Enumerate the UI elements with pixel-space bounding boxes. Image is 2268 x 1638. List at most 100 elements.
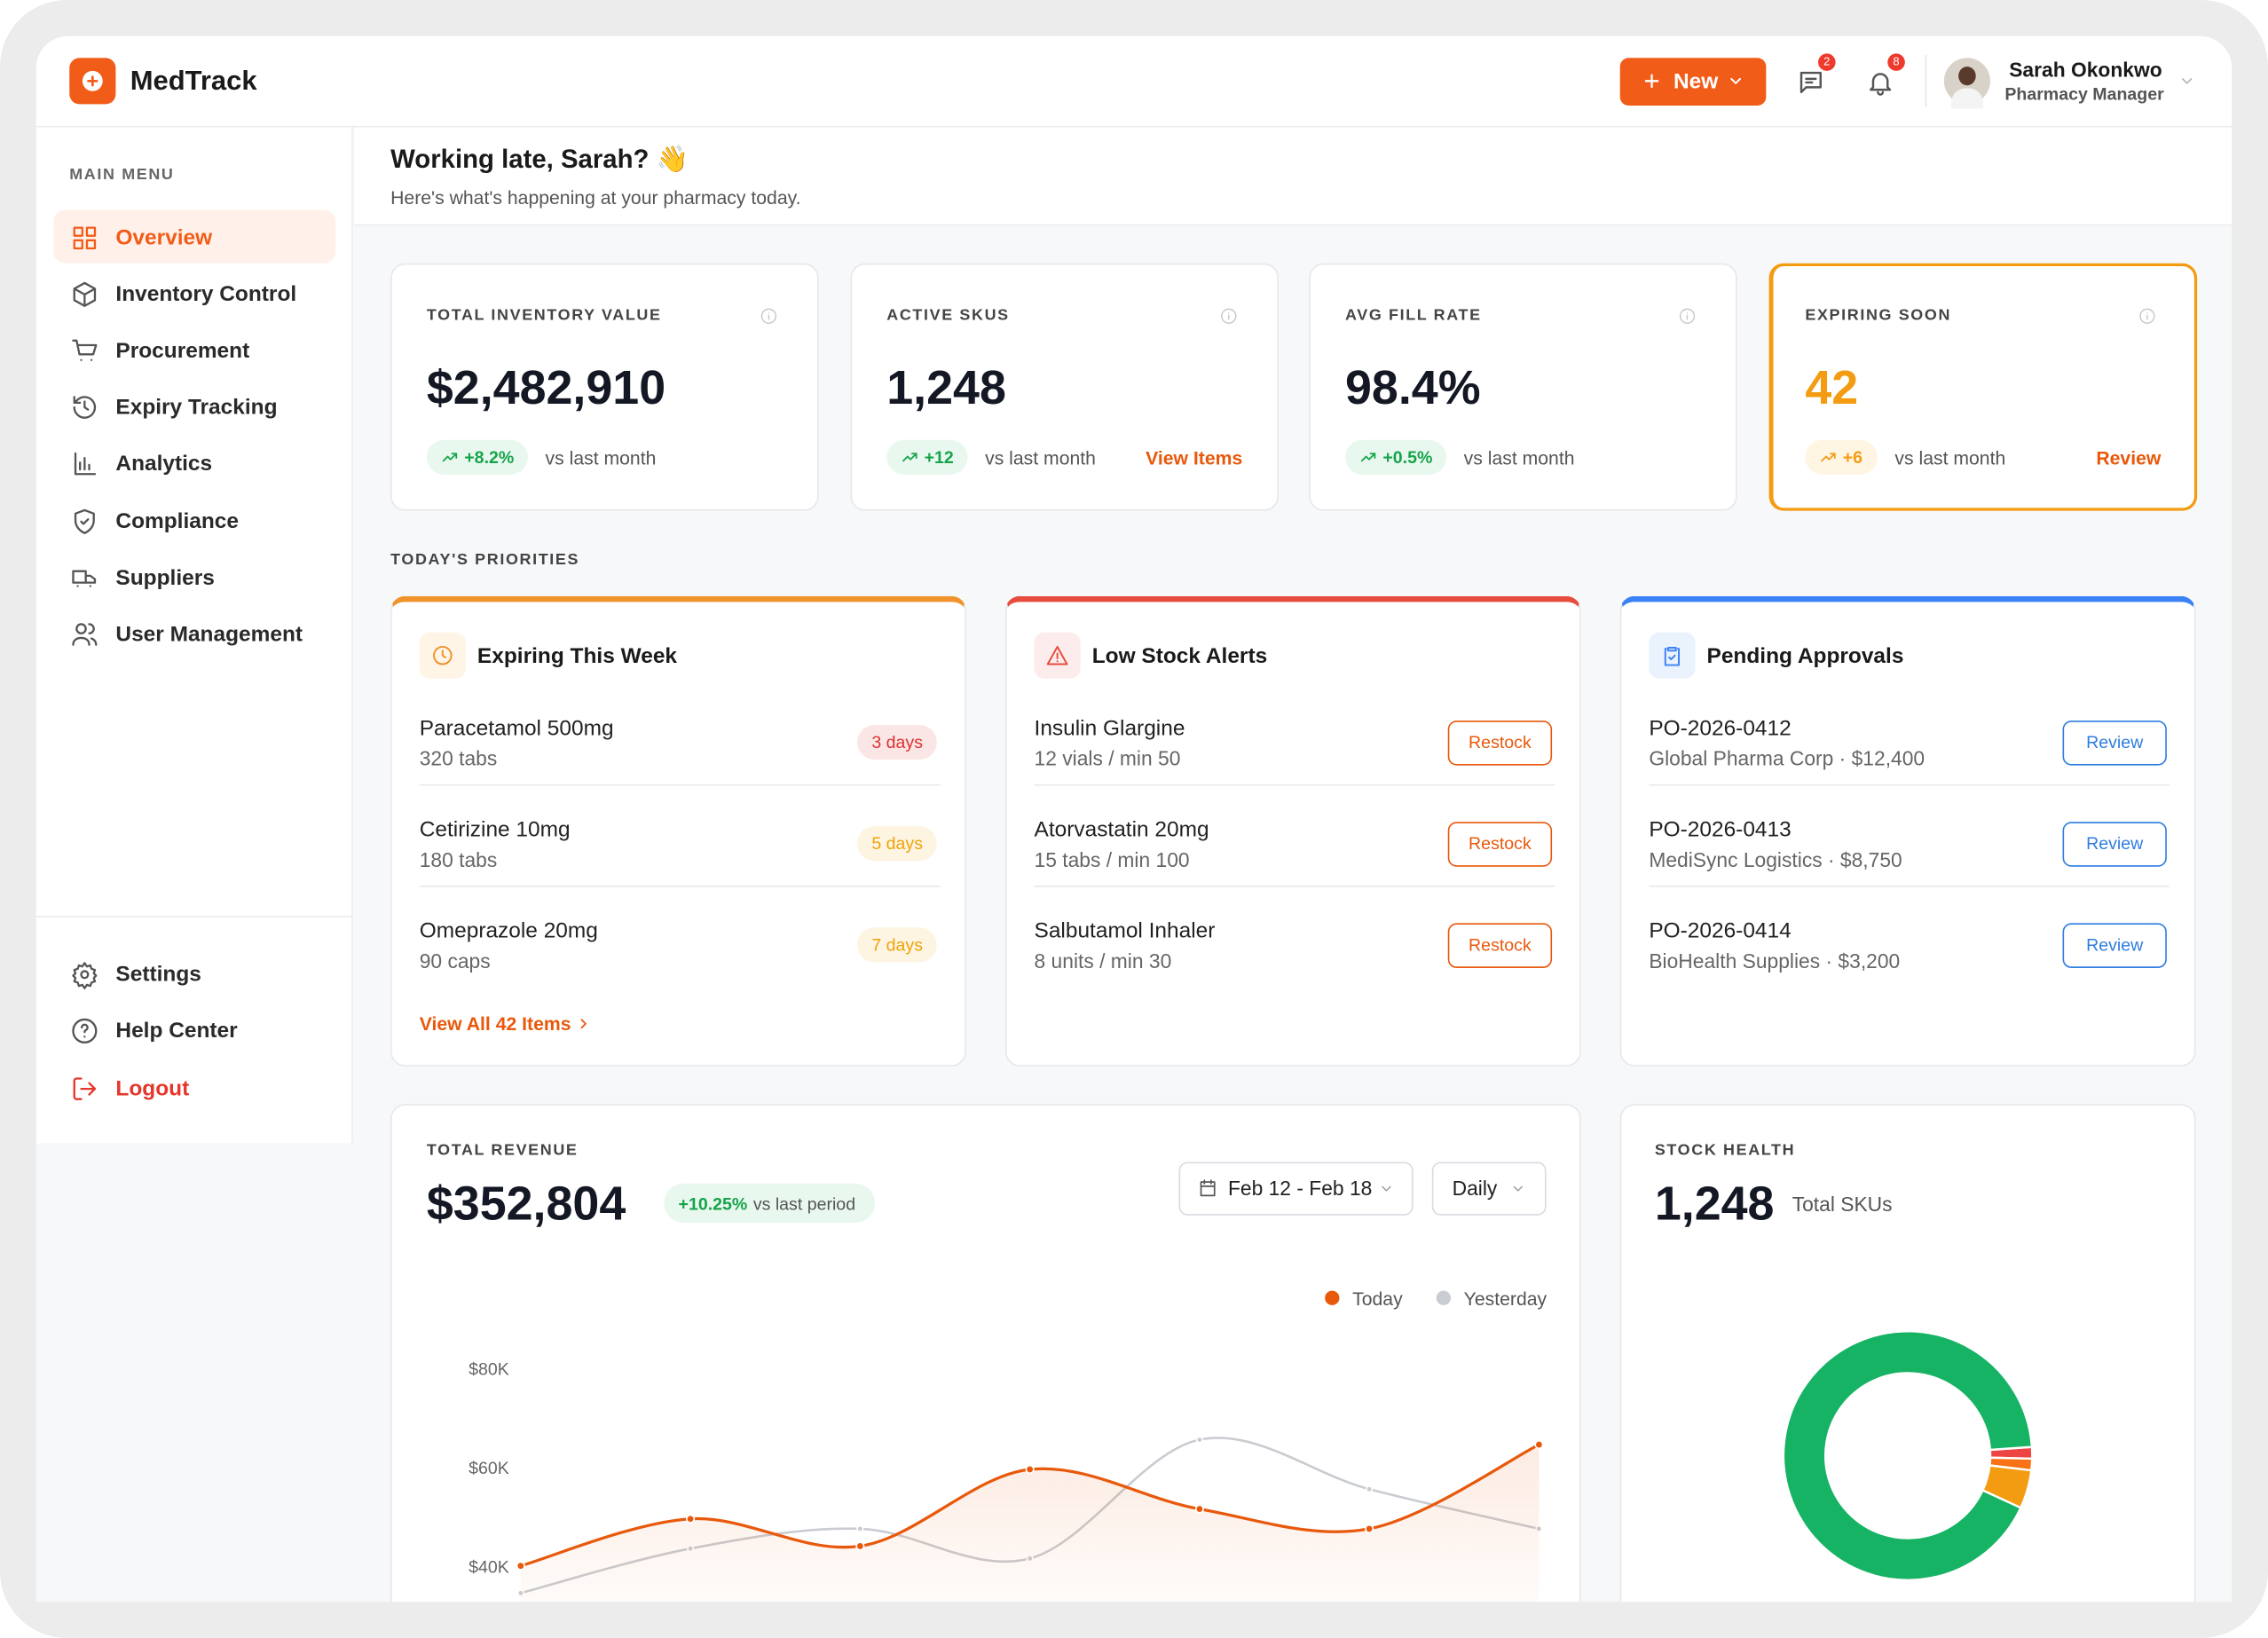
menu-icon-shape <box>71 1018 97 1043</box>
menu-item[interactable]: Compliance <box>115 508 240 533</box>
item-separator <box>419 784 941 786</box>
item-name: PO-2026-0413 <box>1649 816 1792 842</box>
item-separator <box>1034 885 1555 887</box>
sidebar <box>35 127 353 1144</box>
calendar-icon-shape <box>1200 1179 1216 1197</box>
active-item[interactable] <box>53 209 336 264</box>
card-footer-link[interactable]: View All 42 Items <box>419 1012 571 1035</box>
notifications-icon <box>1870 73 1892 96</box>
info-icon-shape <box>1679 307 1695 324</box>
kpi-card <box>1768 263 2198 511</box>
menu-item[interactable]: Suppliers <box>115 565 215 590</box>
interval-dropdown[interactable] <box>1431 1162 1547 1216</box>
messages-icon <box>1799 71 1822 94</box>
stock-value: 1,248 <box>1654 1175 1775 1230</box>
card-icon-shape <box>1664 647 1680 666</box>
kpi-value: 98.4% <box>1344 359 1481 413</box>
kpi-note: vs last month <box>1894 446 2006 469</box>
item-detail: MediSync Logistics · $8,750 <box>1649 847 1902 871</box>
menu-item[interactable]: Expiry Tracking <box>115 395 278 421</box>
item-separator <box>1649 885 2170 887</box>
kpi-value: 42 <box>1805 359 1859 413</box>
menu-icon-shape <box>72 225 96 249</box>
item-detail: 8 units / min 30 <box>1034 949 1172 973</box>
stock-note: Total SKUs <box>1792 1192 1893 1216</box>
item-action[interactable]: Review <box>2062 822 2167 867</box>
priorities-title: TODAY'S PRIORITIES <box>390 550 580 569</box>
menu-item[interactable]: Overview <box>115 224 213 250</box>
menu-icon <box>71 570 96 587</box>
interval: Daily <box>1452 1176 1498 1200</box>
item-action[interactable]: Restock <box>1447 822 1553 867</box>
kpi-label: TOTAL INVENTORY VALUE <box>426 305 662 324</box>
chevron <box>1512 1185 1523 1191</box>
menu-icon-shape <box>71 623 97 646</box>
menu-icon-shape <box>72 396 96 419</box>
item-name: Cetirizine 10mg <box>419 816 571 842</box>
menu-item[interactable]: Help Center <box>115 1019 238 1043</box>
kpi-value: 1,248 <box>886 359 1006 413</box>
new-button[interactable] <box>1619 58 1767 106</box>
menu-icon-shape <box>72 1076 96 1100</box>
item-detail: 15 tabs / min 100 <box>1034 847 1190 871</box>
menu-icon <box>71 339 97 361</box>
menu-item[interactable]: User Management <box>115 622 303 647</box>
change-text: +8.2% <box>464 446 515 468</box>
item-detail: Global Pharma Corp · $12,400 <box>1649 746 1925 770</box>
notifications-icon-shape <box>1870 73 1892 96</box>
menu-item[interactable]: Logout <box>115 1075 190 1101</box>
header <box>35 35 2233 128</box>
chevron <box>1381 1185 1390 1191</box>
user-name: Sarah Okonkwo <box>2009 58 2162 82</box>
card-title: Pending Approvals <box>1706 642 1904 668</box>
item-badge: 3 days <box>857 724 938 760</box>
chevron-shape <box>1730 77 1741 84</box>
stock-label: STOCK HEALTH <box>1654 1140 1796 1159</box>
menu-item[interactable]: Inventory Control <box>115 281 297 307</box>
date-dropdown[interactable] <box>1178 1162 1414 1216</box>
priority-card <box>390 595 966 1067</box>
item-separator <box>1034 784 1555 786</box>
kpi-value: $2,482,910 <box>426 359 666 413</box>
menu-icon <box>74 453 96 476</box>
item-name: Salbutamol Inhaler <box>1034 917 1216 943</box>
app-name: MedTrack <box>130 66 257 97</box>
item-action[interactable]: Review <box>2062 923 2167 968</box>
menu-icon-shape <box>71 961 97 989</box>
kpi-link[interactable]: View Items <box>1146 446 1243 469</box>
notifications-badge: 8 <box>1887 53 1905 71</box>
menu-icon <box>72 281 96 307</box>
menu-icon <box>72 396 96 419</box>
item-action[interactable]: Restock <box>1447 721 1553 766</box>
menu-item[interactable]: Procurement <box>115 338 250 364</box>
item-name: Insulin Glargine <box>1034 715 1185 741</box>
kpi-note: vs last month <box>545 446 657 469</box>
logo-cross <box>87 75 98 87</box>
item-detail: 12 vials / min 50 <box>1034 746 1181 770</box>
kpi-note: vs last month <box>985 446 1096 469</box>
chevron-shape <box>1381 1185 1390 1191</box>
kpi-label: AVG FILL RATE <box>1344 305 1482 324</box>
legend-label: Today <box>1352 1287 1403 1309</box>
app: MedTrack New 2 8 Sarah Okonkwo Pharmacy Manag… <box>35 35 2233 1603</box>
date-range: Feb 12 - Feb 18 <box>1227 1176 1373 1200</box>
item-detail: 90 caps <box>419 949 491 973</box>
menu-item[interactable]: Settings <box>115 961 201 987</box>
card-icon-box <box>1649 632 1696 679</box>
menu-icon-shape <box>71 339 97 361</box>
kpi-change: +12 <box>886 439 969 475</box>
menu-icon-shape <box>74 453 96 476</box>
logo-cross-shape <box>87 75 98 87</box>
kpi-link[interactable]: Review <box>2096 446 2162 469</box>
item-name: PO-2026-0412 <box>1649 715 1792 741</box>
card-title: Low Stock Alerts <box>1091 642 1268 668</box>
menu-section: MAIN MENU <box>69 165 175 184</box>
item-action[interactable]: Review <box>2062 721 2167 766</box>
item-action[interactable]: Restock <box>1447 923 1553 968</box>
avatar-head <box>1958 67 1976 86</box>
card-icon-shape <box>1046 645 1068 665</box>
menu-item[interactable]: Analytics <box>115 452 213 476</box>
greeting-band <box>354 127 2233 226</box>
new-label: New <box>1673 68 1719 94</box>
